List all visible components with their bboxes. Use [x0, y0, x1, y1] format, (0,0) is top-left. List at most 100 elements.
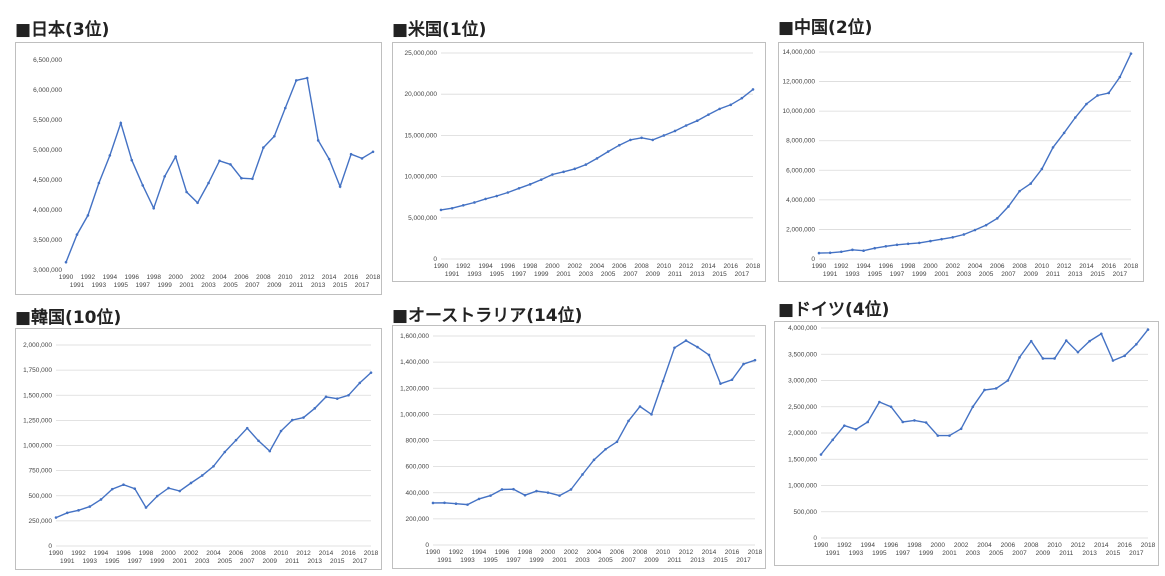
x-tick-label: 1993 — [460, 557, 475, 564]
x-tick-label: 2015 — [713, 557, 728, 564]
data-point — [1088, 339, 1091, 343]
panel-usa: ■米国(1位) 0 5,000,000 10,000,000 15,000,000 20… — [392, 15, 766, 282]
data-point — [473, 201, 476, 204]
data-point — [854, 428, 858, 431]
line-chart-svg: 0 5,000,000 10,000,000 15,000,000 20,000,000… — [404, 50, 760, 278]
y-tick-label: 3,500,000 — [788, 351, 817, 358]
x-tick-label: 2009 — [1036, 550, 1051, 557]
data-point — [212, 465, 215, 468]
data-point — [862, 249, 865, 253]
x-tick-label: 2001 — [552, 557, 567, 564]
data-point — [229, 163, 232, 166]
series-line — [820, 329, 1149, 455]
data-point — [959, 427, 963, 431]
data-point — [584, 163, 588, 166]
data-point — [294, 79, 298, 82]
y-tick-label: 200,000 — [406, 516, 430, 523]
data-point — [1096, 94, 1099, 97]
x-tick-label: 2018 — [1141, 542, 1156, 549]
x-tick-label: 2011 — [668, 557, 682, 564]
x-tick-label: 1999 — [529, 557, 544, 564]
x-tick-label: 2012 — [296, 550, 311, 557]
x-tick-label: 2002 — [945, 263, 960, 270]
x-tick-label: 2014 — [1079, 263, 1094, 270]
y-tick-label: 1,000,000 — [400, 411, 429, 418]
x-tick-label: 2006 — [610, 549, 625, 556]
data-point — [940, 237, 943, 241]
data-point — [551, 173, 554, 176]
x-tick-label: 2012 — [1071, 542, 1086, 549]
x-tick-label: 2014 — [702, 549, 717, 556]
data-point — [218, 159, 221, 163]
chart-title: ■中国(2位) — [778, 18, 873, 38]
y-tick-label: 1,750,000 — [23, 367, 52, 374]
x-tick-label: 2013 — [1068, 271, 1083, 278]
data-point — [1123, 354, 1126, 358]
x-tick-label: 1998 — [901, 263, 916, 270]
x-tick-label: 2008 — [634, 263, 649, 270]
data-point — [640, 136, 643, 140]
x-tick-label: 1999 — [150, 558, 165, 565]
x-tick-label: 2009 — [267, 282, 282, 289]
x-tick-label: 2011 — [285, 558, 299, 565]
x-tick-label: 1995 — [114, 282, 129, 289]
x-tick-label: 1999 — [919, 550, 934, 557]
x-tick-label: 2006 — [229, 550, 244, 557]
x-tick-label: 2010 — [1035, 263, 1050, 270]
x-tick-label: 1997 — [896, 550, 911, 557]
x-tick-label: 1995 — [483, 557, 498, 564]
data-point — [207, 181, 210, 185]
data-point — [290, 418, 294, 422]
x-tick-label: 1990 — [426, 549, 441, 556]
y-tick-label: 10,000,000 — [782, 108, 815, 115]
x-tick-label: 2000 — [168, 274, 183, 281]
data-point — [707, 113, 710, 116]
x-tick-label: 2018 — [748, 549, 763, 556]
x-tick-label: 2013 — [311, 282, 326, 289]
data-point — [1076, 350, 1080, 354]
x-tick-label: 2005 — [598, 557, 613, 564]
data-point — [1135, 342, 1138, 346]
x-tick-label: 1992 — [834, 263, 849, 270]
chart-area: 0 200,000 400,000 600,000 800,000 1,000,000 1,… — [392, 325, 766, 569]
x-tick-label: 1998 — [523, 263, 538, 270]
data-point — [1007, 205, 1010, 208]
data-point — [1053, 357, 1056, 360]
x-tick-label: 2005 — [218, 558, 233, 565]
x-tick-label: 2000 — [161, 550, 176, 557]
x-tick-label: 2008 — [1012, 263, 1027, 270]
series-line — [818, 53, 1132, 254]
x-tick-label: 2016 — [723, 263, 738, 270]
x-tick-label: 1991 — [60, 558, 75, 565]
y-tick-label: 500,000 — [29, 493, 53, 500]
data-point — [517, 187, 521, 190]
y-tick-label: 6,000,000 — [33, 87, 62, 94]
y-tick-label: 0 — [813, 535, 817, 542]
data-point — [629, 138, 632, 142]
x-tick-label: 1994 — [856, 263, 871, 270]
x-tick-label: 2011 — [1046, 271, 1060, 278]
x-tick-label: 2000 — [545, 263, 560, 270]
data-point — [662, 134, 666, 137]
x-tick-label: 2001 — [942, 550, 957, 557]
data-point — [742, 362, 745, 366]
data-point — [1099, 332, 1103, 336]
x-tick-label: 1995 — [489, 271, 504, 278]
x-tick-label: 2016 — [1117, 542, 1132, 549]
chart-title: ■米国(1位) — [392, 20, 487, 40]
data-point — [477, 497, 481, 501]
x-tick-label: 1996 — [116, 550, 131, 557]
x-tick-label: 2010 — [657, 263, 672, 270]
data-point — [873, 246, 877, 250]
x-tick-label: 2003 — [201, 282, 216, 289]
data-point — [327, 157, 331, 161]
x-tick-label: 2007 — [1001, 271, 1016, 278]
data-point — [638, 405, 642, 408]
x-tick-label: 2014 — [701, 263, 716, 270]
x-tick-label: 2006 — [234, 274, 249, 281]
x-tick-label: 1999 — [157, 282, 172, 289]
data-point — [562, 170, 565, 174]
y-tick-label: 3,000,000 — [33, 267, 62, 274]
x-tick-label: 2008 — [1024, 542, 1039, 549]
data-point — [324, 395, 328, 399]
